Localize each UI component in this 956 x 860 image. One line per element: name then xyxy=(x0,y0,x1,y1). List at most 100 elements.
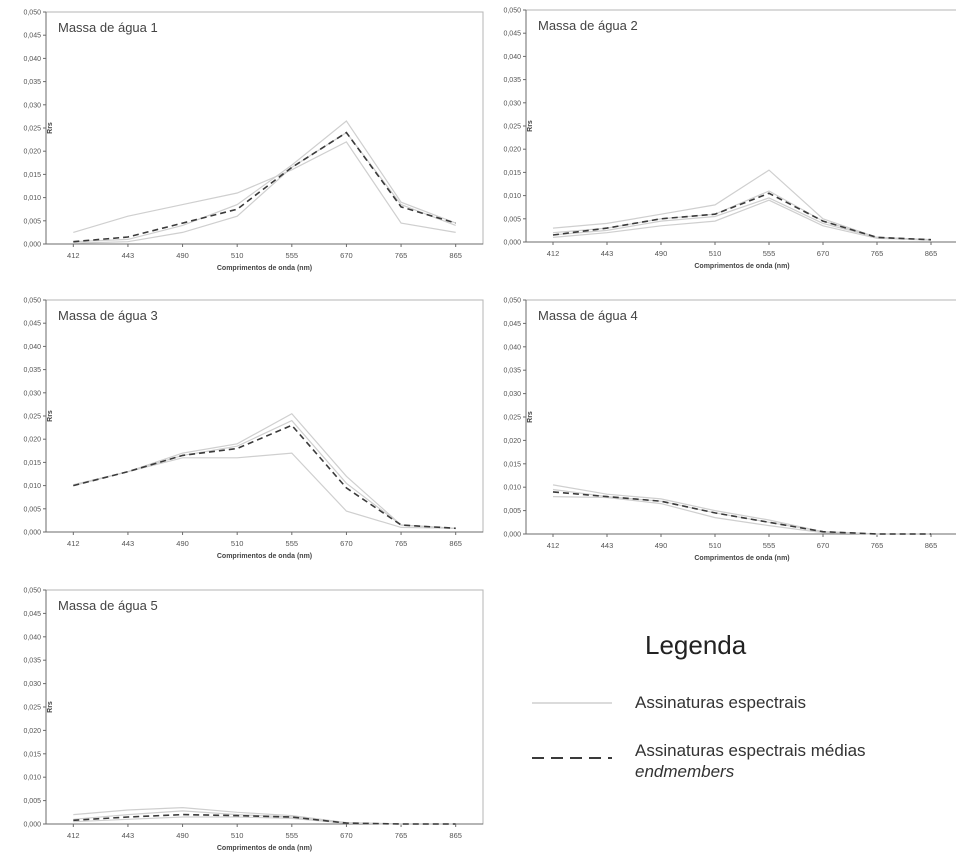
x-tick-label: 765 xyxy=(871,541,884,550)
y-tick-label: 0,015 xyxy=(23,460,41,467)
y-tick-label: 0,050 xyxy=(503,8,521,15)
series-line-signature xyxy=(73,452,456,529)
y-tick-label: 0,030 xyxy=(23,681,41,688)
y-tick-label: 0,050 xyxy=(23,298,41,305)
x-tick-label: 412 xyxy=(67,251,80,260)
chart-title: Massa de água 4 xyxy=(538,308,638,323)
y-tick-label: 0,045 xyxy=(503,321,521,328)
series-line-signature xyxy=(73,816,456,825)
y-tick-label: 0,005 xyxy=(23,798,41,805)
y-axis-label: Rrs xyxy=(47,701,54,713)
x-tick-label: 510 xyxy=(709,249,722,258)
series-line-signature xyxy=(552,484,931,535)
chart-title: Massa de água 3 xyxy=(58,308,158,323)
y-tick-label: 0,000 xyxy=(23,530,41,537)
y-tick-label: 0,025 xyxy=(23,414,41,421)
x-axis-label: Comprimentos de onda (nm) xyxy=(217,845,312,852)
x-tick-label: 765 xyxy=(395,251,408,260)
x-tick-label: 865 xyxy=(449,251,462,260)
y-tick-label: 0,015 xyxy=(23,172,41,179)
x-tick-label: 443 xyxy=(122,539,135,548)
x-tick-label: 443 xyxy=(122,251,135,260)
x-tick-label: 490 xyxy=(176,251,189,260)
chart-panel-3: 0,000 0,005 0,010 0,015 0,020 0,025 0,030 0,035… xyxy=(23,298,484,560)
x-axis-label: Comprimentos de onda (nm) xyxy=(217,553,312,560)
x-tick-label: 670 xyxy=(340,831,353,840)
y-tick-label: 0,010 xyxy=(23,195,41,202)
chart-panel-5: 0,000 0,005 0,010 0,015 0,020 0,025 0,030 0,035… xyxy=(23,588,484,852)
series-line-signature xyxy=(552,197,932,241)
plot-area xyxy=(45,299,484,533)
x-tick-label: 510 xyxy=(231,251,244,260)
x-tick-label: 865 xyxy=(449,539,462,548)
x-tick-label: 670 xyxy=(817,541,830,550)
y-tick-label: 0,050 xyxy=(503,298,521,305)
series-line-signature xyxy=(552,199,932,241)
x-tick-label: 765 xyxy=(395,831,408,840)
x-tick-label: 670 xyxy=(817,249,830,258)
x-tick-label: 412 xyxy=(67,831,80,840)
y-axis-label: Rrs xyxy=(527,120,534,132)
plot-area xyxy=(45,11,484,245)
x-tick-label: 765 xyxy=(395,539,408,548)
chart-panel-2: 0,000 0,005 0,010 0,015 0,020 0,025 0,030 0,035… xyxy=(503,8,956,270)
x-tick-label: 490 xyxy=(176,539,189,548)
x-tick-label: 510 xyxy=(709,541,722,550)
chart-panel-4: 0,000 0,005 0,010 0,015 0,020 0,025 0,030 0,035… xyxy=(503,298,956,562)
y-tick-label: 0,020 xyxy=(23,149,41,156)
y-tick-label: 0,045 xyxy=(23,321,41,328)
x-tick-label: 490 xyxy=(176,831,189,840)
x-tick-label: 555 xyxy=(763,541,776,550)
series-line-mean xyxy=(73,813,456,825)
y-tick-label: 0,015 xyxy=(23,751,41,758)
y-tick-label: 0,000 xyxy=(503,240,521,247)
chart-title: Massa de água 1 xyxy=(58,20,158,35)
y-tick-label: 0,045 xyxy=(503,31,521,38)
y-tick-label: 0,030 xyxy=(503,100,521,107)
x-tick-label: 555 xyxy=(286,539,299,548)
y-tick-label: 0,050 xyxy=(23,588,41,595)
chart-title: Massa de água 5 xyxy=(58,598,158,613)
legend-label-mean-em: endmembers xyxy=(635,762,735,781)
y-tick-label: 0,020 xyxy=(23,437,41,444)
series-line-signature xyxy=(73,131,456,244)
x-tick-label: 865 xyxy=(449,831,462,840)
series-line-signature xyxy=(552,488,931,535)
y-tick-label: 0,050 xyxy=(23,10,41,17)
y-tick-label: 0,040 xyxy=(503,344,521,351)
series-line-signature xyxy=(73,141,456,233)
y-tick-label: 0,010 xyxy=(503,193,521,200)
x-tick-label: 555 xyxy=(763,249,776,258)
y-axis-label: Rrs xyxy=(47,410,54,422)
x-tick-label: 865 xyxy=(925,541,938,550)
y-tick-label: 0,005 xyxy=(503,216,521,223)
x-tick-label: 670 xyxy=(340,539,353,548)
legend-label-signatures: Assinaturas espectrais xyxy=(635,693,807,712)
x-tick-label: 443 xyxy=(601,541,614,550)
x-tick-label: 510 xyxy=(231,539,244,548)
x-tick-label: 555 xyxy=(286,831,299,840)
y-axis-label: Rrs xyxy=(527,411,534,423)
legend-label-mean: Assinaturas espectrais médias endmembers xyxy=(635,740,866,782)
x-tick-label: 865 xyxy=(925,249,938,258)
series-line-signature xyxy=(552,169,932,241)
x-tick-label: 555 xyxy=(286,251,299,260)
y-tick-label: 0,045 xyxy=(23,33,41,40)
series-line-mean xyxy=(552,491,931,535)
y-tick-label: 0,010 xyxy=(503,485,521,492)
y-tick-label: 0,030 xyxy=(23,102,41,109)
y-tick-label: 0,020 xyxy=(23,728,41,735)
x-tick-label: 490 xyxy=(655,249,668,258)
chart-title: Massa de água 2 xyxy=(538,18,638,33)
chart-panel-1: 0,000 0,005 0,010 0,015 0,020 0,025 0,030 0,035… xyxy=(23,10,484,272)
series-line-signature xyxy=(73,419,456,529)
y-tick-label: 0,025 xyxy=(503,415,521,422)
x-axis-label: Comprimentos de onda (nm) xyxy=(694,555,789,562)
x-axis-label: Comprimentos de onda (nm) xyxy=(694,263,789,270)
series-line-mean xyxy=(73,131,456,243)
series-line-mean xyxy=(552,192,932,241)
x-tick-label: 443 xyxy=(601,249,614,258)
y-tick-label: 0,035 xyxy=(503,368,521,375)
x-tick-label: 490 xyxy=(655,541,668,550)
